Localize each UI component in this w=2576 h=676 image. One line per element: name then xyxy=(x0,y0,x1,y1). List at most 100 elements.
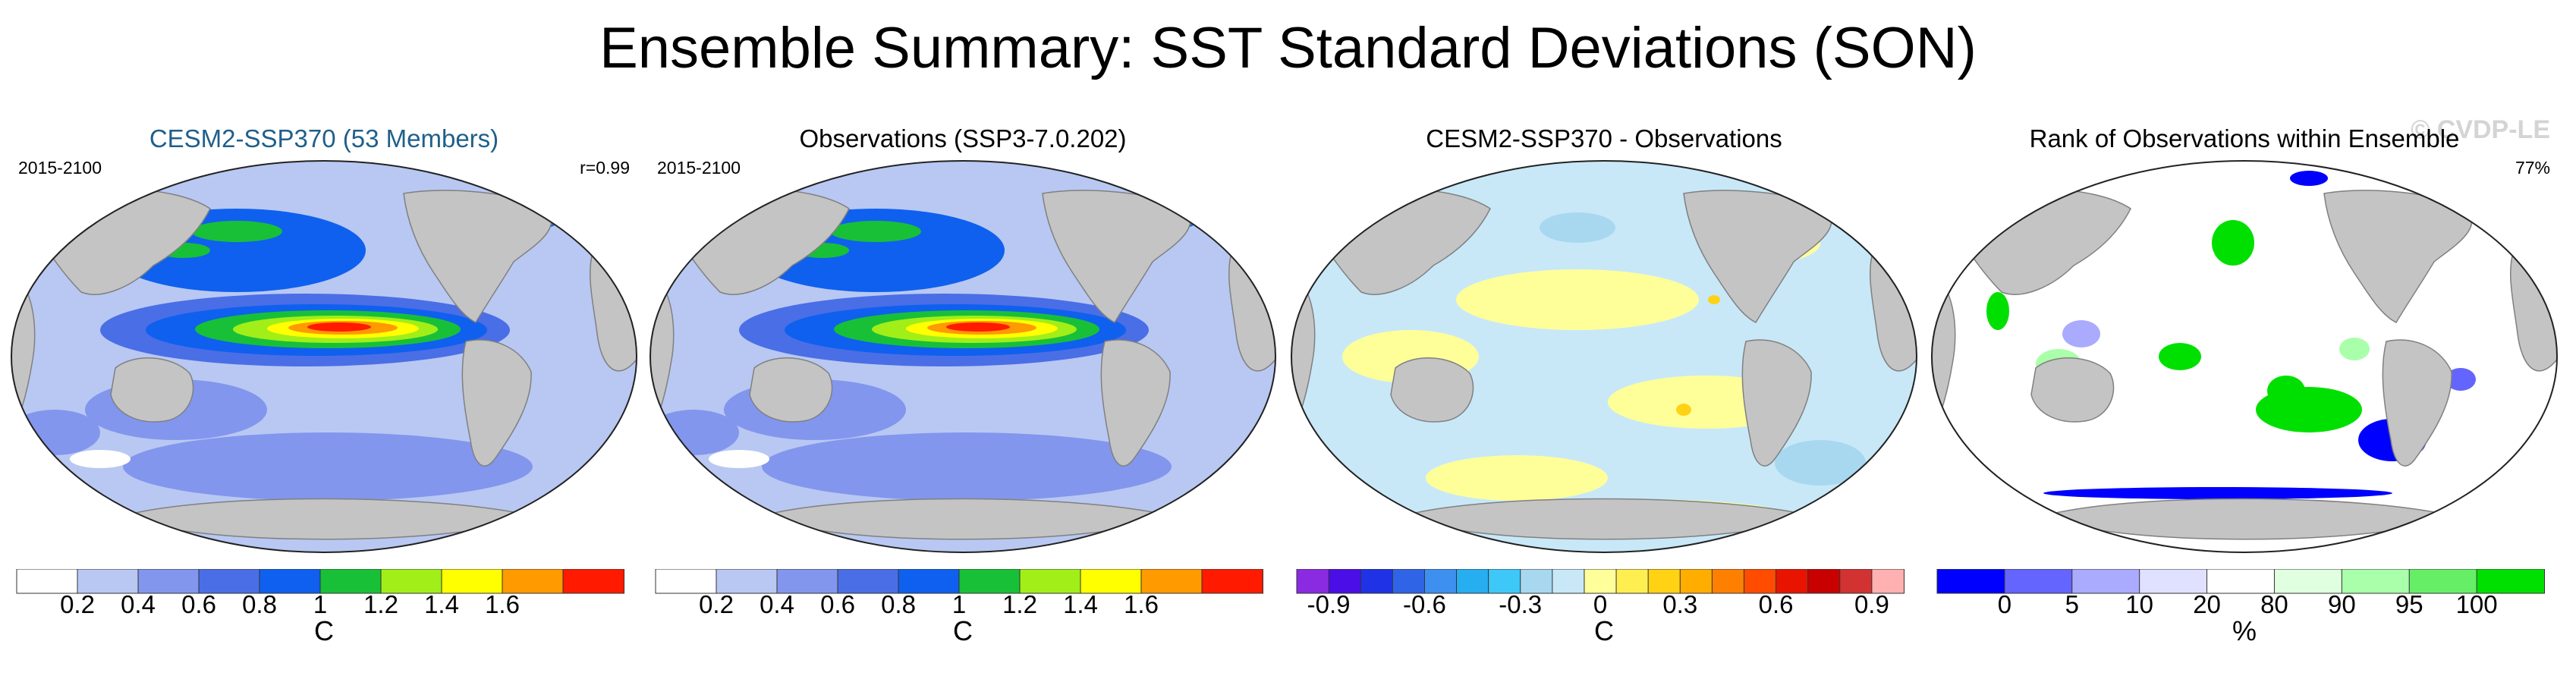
southern-ocean-white xyxy=(709,450,769,468)
panel-correlation: r=0.99 xyxy=(580,158,630,178)
colorbar-tick-label: 0.6 xyxy=(181,590,216,618)
colorbar-tick-label: 0.9 xyxy=(1854,590,1889,618)
colorbar-swatch xyxy=(562,569,624,594)
rank-green-7 xyxy=(1986,292,2009,330)
colorbar-tick-label: 0.2 xyxy=(60,590,95,618)
colorbar-swatch xyxy=(776,569,838,594)
colorbar-difference: -0.9 -0.6 -0.3 0 0.3 0.6 0.9 C xyxy=(1296,569,1904,646)
colorbar-unit: C xyxy=(953,615,973,646)
colorbar-swatch xyxy=(1584,569,1618,594)
south-indian-patch xyxy=(11,410,100,455)
colorbar-tick-label: 1.6 xyxy=(485,590,520,618)
colorbar-tick-label: 5 xyxy=(2065,590,2079,618)
south-america-land xyxy=(1100,339,1171,467)
colorbar-tick-label: 0.2 xyxy=(699,590,734,618)
colorbar-swatch xyxy=(198,569,260,594)
colorbar-tick-label: 0.3 xyxy=(1662,590,1697,618)
diff-blue-2 xyxy=(1775,440,1866,486)
colorbar-swatch xyxy=(2139,569,2208,594)
north-pacific-green xyxy=(830,221,921,242)
map-outline xyxy=(650,160,1276,553)
colorbar-tick-label: 0.6 xyxy=(820,590,855,618)
colorbar-swatch xyxy=(1776,569,1809,594)
colorbar-tick-label: 90 xyxy=(2328,590,2356,618)
colorbar-tick-label: 0.6 xyxy=(1759,590,1794,618)
colorbar-tick-label: 1.6 xyxy=(1124,590,1159,618)
panel-difference: CESM2-SSP370 - Observations -0.9 -0.6 -0.3… xyxy=(1289,114,1919,675)
colorbar-swatch xyxy=(1807,569,1841,594)
colorbar-swatch xyxy=(1360,569,1394,594)
southern-ocean-band xyxy=(123,432,533,501)
colorbar-swatch xyxy=(1839,569,1873,594)
southern-ocean-white xyxy=(70,450,131,468)
south-indian-patch xyxy=(650,410,739,455)
diff-yellow-4 xyxy=(1426,455,1608,501)
map-outline xyxy=(11,160,637,553)
rank-green-2 xyxy=(2212,220,2254,266)
colorbar-swatch xyxy=(1456,569,1489,594)
map-outline xyxy=(1291,160,1917,553)
rank-blue-7 xyxy=(2043,487,2392,499)
colorbar-tick-label: 20 xyxy=(2193,590,2221,618)
panel-title: CESM2-SSP370 - Observations xyxy=(1426,124,1782,152)
colorbar-tick-label: -0.6 xyxy=(1403,590,1446,618)
diff-blue-1 xyxy=(1540,212,1615,243)
colorbar-swatch xyxy=(319,569,382,594)
panel-cesm2-sd: CESM2-SSP370 (53 Members) 2015-2100 r=0.… xyxy=(9,114,639,675)
colorbar-swatch xyxy=(1679,569,1713,594)
panel-title: Observations (SSP3-7.0.202) xyxy=(799,124,1127,152)
map-rank xyxy=(1931,160,2558,553)
colorbar-tick-label: 80 xyxy=(2260,590,2288,618)
panel-period: 2015-2100 xyxy=(657,158,741,178)
colorbar-swatch xyxy=(1871,569,1904,594)
colorbar-swatch xyxy=(2408,569,2478,594)
eq-pacific-b7 xyxy=(946,322,1010,332)
colorbar-swatch xyxy=(1423,569,1458,594)
colorbar-swatch xyxy=(2206,569,2276,594)
australia-land xyxy=(110,357,194,423)
colorbar-swatch xyxy=(2273,569,2343,594)
south-america-land xyxy=(2382,339,2452,467)
south-america-land xyxy=(1741,339,1812,467)
colorbar-swatch xyxy=(898,569,960,594)
rank-green-3 xyxy=(2159,343,2201,370)
panel-title: Rank of Observations within Ensemble xyxy=(2029,124,2460,152)
map-cesm2-sd xyxy=(11,160,637,553)
colorbar-swatch xyxy=(2476,569,2545,594)
diff-yellow-2 xyxy=(1456,269,1699,330)
map-difference xyxy=(1291,160,1917,553)
colorbar-swatch xyxy=(2071,569,2140,594)
panel-title: CESM2-SSP370 (53 Members) xyxy=(149,124,499,152)
colorbar-swatch xyxy=(1552,569,1585,594)
colorbar-tick-label: 1.4 xyxy=(424,590,459,618)
colorbar-tick-label: 10 xyxy=(2125,590,2153,618)
colorbar-swatch xyxy=(1296,569,1330,594)
colorbar-tick-label: -0.3 xyxy=(1499,590,1542,618)
colorbar-tick-label: 0 xyxy=(1593,590,1607,618)
rank-blue-3 xyxy=(2445,368,2476,391)
colorbar-tick-label: 1 xyxy=(313,590,327,618)
colorbar-cesm2-sd: 0.2 0.4 0.6 0.8 1 1.2 1.4 1.6 C xyxy=(16,569,624,646)
colorbar-observations-sd: 0.2 0.4 0.6 0.8 1 1.2 1.4 1.6 C xyxy=(655,569,1263,646)
colorbar-rank: 0 5 10 20 80 90 95 100% xyxy=(1936,569,2545,646)
colorbar-tick-label: 1 xyxy=(952,590,966,618)
southern-ocean-band xyxy=(762,432,1172,501)
colorbar-swatch xyxy=(1647,569,1681,594)
colorbar-swatch xyxy=(1711,569,1745,594)
colorbar-swatch xyxy=(259,569,321,594)
colorbar-tick-label: -0.9 xyxy=(1307,590,1351,618)
colorbar-tick-label: 0.8 xyxy=(881,590,916,618)
colorbar-swatch xyxy=(1615,569,1650,594)
panel-observations-sd: Observations (SSP3-7.0.202) 2015-2100 0.… xyxy=(648,114,1278,675)
colorbar-swatch xyxy=(1488,569,1521,594)
colorbar-unit: C xyxy=(314,615,334,646)
panel-rank-percent: 77% xyxy=(2515,158,2550,178)
north-pacific-green xyxy=(191,221,282,242)
colorbar-swatch xyxy=(502,569,564,594)
panel-period: 2015-2100 xyxy=(18,158,102,178)
map-observations-sd xyxy=(650,160,1276,553)
colorbar-swatch xyxy=(380,569,442,594)
colorbar-tick-label: 95 xyxy=(2395,590,2423,618)
panel-rank: © CVDP-LE Rank of Observations within En… xyxy=(1930,114,2559,675)
colorbar-tick-label: 1.2 xyxy=(1002,590,1037,618)
